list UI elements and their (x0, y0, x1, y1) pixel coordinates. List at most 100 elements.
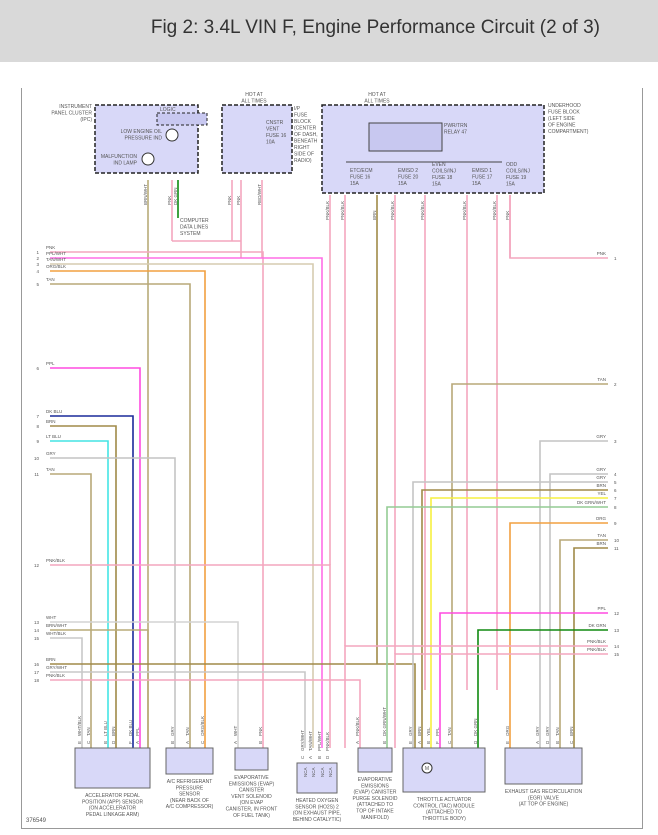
right-wire-number: 8 (614, 505, 617, 510)
evap-vent-solenoid-label: VENT SOLENOID (231, 794, 272, 800)
right-wire-12 (439, 612, 608, 748)
pin-letter: C (200, 740, 205, 744)
left-wire-number: 5 (36, 282, 39, 287)
ip-fuse-block-label: SIDE OF (294, 152, 314, 158)
pin-letter: A (417, 741, 422, 744)
fuse-label-1: EMISD 2 (398, 168, 418, 174)
left-wire-number: 2 (36, 256, 39, 261)
cnstr-vent-fuse-label: CNSTR (266, 120, 284, 126)
left-wire-13 (50, 621, 239, 748)
pin-letter: D (111, 740, 116, 744)
left-wire-label: WHT/BLK (46, 631, 66, 636)
left-wire-label: PNK (46, 245, 55, 250)
ip-fuse-block (221, 104, 293, 174)
underhood-hot-label: ALL TIMES (364, 99, 390, 105)
left-wire-10 (50, 457, 176, 748)
pin-wire-label: LT BLU (103, 721, 108, 736)
evap-vent-solenoid-label: OF FUEL TANK) (233, 813, 270, 819)
left-wire-label: TAN (46, 467, 55, 472)
left-wire-number: 18 (34, 678, 40, 683)
fuse-label-2: COILS/INJ (432, 169, 456, 175)
left-wire-number: 6 (36, 366, 39, 371)
pin-letter: B (555, 741, 560, 744)
mil-lamp-icon (141, 152, 155, 166)
left-wire-label: GRY (46, 451, 56, 456)
fuse-label-0: FUSE 16 (350, 175, 371, 181)
left-wire-number: 14 (34, 628, 40, 633)
left-wire-3 (50, 263, 314, 748)
pin-letter: E (77, 741, 82, 744)
left-wire-label: ORG/BLK (46, 264, 66, 269)
underhood-label: (LEFT SIDE (548, 116, 576, 122)
right-wire-number: 11 (614, 546, 619, 551)
pin-wire-label: GRY (170, 726, 175, 736)
pin-letter: A (185, 741, 190, 744)
evap-purge-solenoid-label: (ATTACHED TO (357, 802, 393, 808)
left-wire-2 (50, 257, 323, 748)
oil-indicator-label: LOW ENGINE OIL (121, 129, 163, 135)
left-wire-label: LT BLU (46, 434, 61, 439)
ip-fuse-block-label: I/P (294, 106, 301, 112)
cnstr-vent-fuse-label: FUSE 16 (266, 133, 287, 139)
evap-vent-solenoid (234, 747, 269, 771)
left-wire-15 (50, 637, 83, 748)
underhood-label: UNDERHOOD (548, 103, 581, 109)
right-wire-label: GRY (596, 467, 606, 472)
left-wire-label: DK BLU (46, 409, 62, 414)
tac-module-label: (ATTACHED TO (426, 810, 462, 816)
left-wire-9 (50, 440, 109, 748)
top-wire-label: DK GRN (173, 187, 178, 205)
right-wire-6 (421, 489, 608, 748)
right-wire-number: 15 (614, 652, 620, 657)
egr-valve (504, 747, 583, 785)
right-wire-number: 9 (614, 521, 617, 526)
left-wire-number: 9 (36, 439, 39, 444)
fuse-label-3: EMISD 1 (472, 168, 492, 174)
app-sensor-label: ACCELERATOR PEDAL (85, 793, 140, 799)
oil-pressure-indicator-icon (165, 128, 179, 142)
pin-letter: B (103, 741, 108, 744)
right-wire-13 (477, 629, 608, 748)
app-sensor-label: POSITION (APP) SENSOR (82, 799, 144, 805)
pin-wire-label: ORG (505, 725, 510, 736)
tac-module-label: THROTTLE BODY) (422, 816, 466, 822)
right-wire-number: 1 (614, 256, 617, 261)
left-wire-label: BRN/WHT (46, 623, 67, 628)
right-wire-label: GRY (596, 475, 606, 480)
pin-wire-label: TAN (555, 727, 560, 736)
fuse-label-0: ETC/ECM (350, 168, 373, 174)
ipc-label: (IPC) (80, 117, 92, 123)
left-wire-number: 3 (36, 262, 39, 267)
pin-wire-label: WHT (233, 726, 238, 736)
pin-wire-label: WHT/BLK (77, 716, 82, 736)
pin-letter: C (447, 740, 452, 744)
pin-letter: A (135, 741, 140, 744)
ipc-label: PANEL CLUSTER (51, 111, 92, 117)
left-wire-number: 16 (34, 662, 40, 667)
egr-valve-label: (AT TOP OF ENGINE) (519, 802, 569, 808)
evap-purge-solenoid-label: PURGE SOLENOID (352, 796, 397, 802)
pin-wire-label: GRY (535, 726, 540, 736)
ip-fuse-block-label: (CENTER (294, 126, 317, 132)
right-wire-5 (412, 481, 608, 748)
pin-letter: A (308, 756, 313, 759)
evap-vent-solenoid-label: EVAPORATIVE (234, 775, 269, 781)
app-sensor (74, 747, 151, 789)
top-wire-label: PNK (227, 196, 232, 205)
ipc-label: INSTRUMENT (59, 104, 92, 110)
motor-icon (421, 762, 433, 774)
pin-wire-label: TAN (86, 727, 91, 736)
pin-wire-label: DK BLU (128, 720, 133, 736)
data-lines-label: SYSTEM (180, 231, 201, 237)
pin-letter: A (535, 741, 540, 744)
connector-label: NCA (328, 767, 333, 777)
pin-letter: C (300, 755, 305, 759)
right-wire-14 (344, 645, 608, 748)
pin-wire-label: PPL (135, 727, 140, 736)
evap-vent-solenoid-label: CANISTER (239, 788, 265, 794)
ho2s-2-label: BEHIND CATALYTIC) (293, 817, 342, 823)
fuse-label-1: 15A (398, 181, 408, 187)
left-wire-number: 1 (36, 250, 39, 255)
right-wire-number: 7 (614, 496, 617, 501)
right-wire-1 (509, 195, 608, 259)
